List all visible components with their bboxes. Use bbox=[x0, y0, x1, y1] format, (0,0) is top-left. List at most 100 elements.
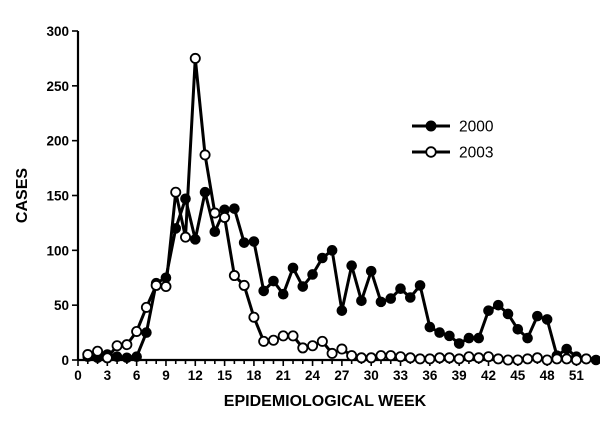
x-tick-label: 9 bbox=[162, 368, 170, 383]
data-point bbox=[189, 234, 201, 245]
data-point bbox=[141, 327, 152, 338]
data-point bbox=[131, 351, 142, 363]
legend-item-2000: 2000 bbox=[412, 119, 494, 136]
data-point bbox=[512, 323, 524, 335]
data-point bbox=[375, 350, 387, 362]
data-point bbox=[150, 279, 162, 291]
data-point bbox=[395, 283, 406, 295]
data-point bbox=[512, 354, 524, 366]
legend-marker bbox=[425, 120, 437, 132]
data-point bbox=[229, 203, 240, 214]
data-point bbox=[297, 281, 309, 292]
data-point bbox=[453, 353, 465, 365]
data-point bbox=[570, 354, 582, 366]
x-tick-label: 15 bbox=[217, 368, 233, 383]
data-point bbox=[463, 332, 475, 344]
x-tick-label: 33 bbox=[393, 368, 409, 383]
data-point bbox=[307, 269, 318, 280]
x-tick-label: 36 bbox=[422, 368, 438, 383]
data-point bbox=[492, 353, 504, 365]
data-point bbox=[258, 285, 269, 297]
data-point bbox=[346, 260, 357, 271]
data-point bbox=[365, 265, 377, 277]
data-point bbox=[326, 347, 338, 359]
data-point bbox=[414, 353, 426, 365]
data-point bbox=[277, 330, 289, 342]
data-point bbox=[531, 352, 543, 364]
x-tick-label: 42 bbox=[481, 368, 496, 383]
data-point bbox=[541, 354, 553, 366]
data-point bbox=[463, 351, 475, 363]
data-point bbox=[424, 353, 436, 365]
data-point bbox=[404, 352, 416, 364]
data-point bbox=[522, 332, 533, 344]
data-point bbox=[482, 351, 494, 363]
data-point bbox=[492, 299, 504, 311]
data-point bbox=[405, 292, 416, 303]
series-2000 bbox=[82, 186, 600, 366]
data-point bbox=[287, 330, 299, 342]
data-point bbox=[248, 311, 260, 323]
x-axis-title: EPIDEMIOLOGICAL WEEK bbox=[224, 393, 427, 410]
data-point bbox=[385, 293, 397, 304]
y-tick-label: 150 bbox=[46, 189, 69, 204]
legend-item-2003: 2003 bbox=[412, 145, 493, 162]
data-point bbox=[434, 352, 446, 364]
x-tick-label: 21 bbox=[276, 368, 292, 383]
data-point bbox=[268, 275, 279, 287]
x-tick-label: 3 bbox=[104, 368, 112, 383]
data-point bbox=[473, 352, 485, 364]
x-tick-label: 6 bbox=[133, 368, 141, 383]
data-point bbox=[473, 332, 485, 344]
x-tick-label: 45 bbox=[510, 368, 526, 383]
data-point bbox=[82, 349, 94, 361]
data-point bbox=[189, 52, 201, 64]
data-point bbox=[522, 353, 534, 365]
data-point bbox=[92, 345, 104, 357]
data-point bbox=[532, 310, 543, 322]
data-point bbox=[453, 338, 465, 349]
data-point bbox=[375, 296, 387, 308]
data-point bbox=[131, 325, 143, 337]
plot-area bbox=[82, 52, 600, 366]
data-point bbox=[199, 186, 211, 198]
data-point bbox=[355, 352, 367, 364]
data-point bbox=[561, 353, 573, 365]
y-tick-label: 0 bbox=[61, 353, 69, 368]
data-point bbox=[356, 295, 367, 307]
x-tick-label: 27 bbox=[334, 368, 349, 383]
data-point bbox=[561, 343, 572, 355]
y-tick-label: 250 bbox=[46, 79, 69, 94]
data-point bbox=[580, 353, 592, 365]
y-tick-label: 300 bbox=[46, 24, 69, 39]
data-point bbox=[287, 262, 299, 274]
data-point bbox=[111, 340, 123, 352]
legend-label: 2003 bbox=[459, 145, 493, 162]
x-tick-label: 39 bbox=[452, 368, 467, 383]
data-point bbox=[160, 281, 172, 293]
data-point bbox=[219, 211, 231, 223]
data-point bbox=[121, 339, 133, 351]
data-point bbox=[209, 226, 221, 237]
data-point bbox=[502, 354, 514, 366]
data-point bbox=[444, 330, 455, 342]
x-tick-label: 51 bbox=[569, 368, 585, 383]
data-point bbox=[199, 149, 211, 161]
data-point bbox=[238, 279, 250, 291]
data-point bbox=[140, 301, 152, 313]
data-point bbox=[434, 327, 445, 338]
data-point bbox=[316, 335, 328, 347]
data-point bbox=[551, 353, 563, 365]
x-tick-label: 12 bbox=[188, 368, 203, 383]
data-point bbox=[111, 351, 123, 363]
data-point bbox=[180, 231, 192, 243]
data-point bbox=[385, 350, 397, 362]
data-point bbox=[267, 334, 279, 346]
y-axis-title: CASES bbox=[14, 168, 31, 223]
data-point bbox=[101, 352, 113, 364]
legend-label: 2000 bbox=[459, 119, 494, 136]
data-point bbox=[277, 288, 289, 300]
data-point bbox=[248, 236, 260, 247]
x-tick-label: 48 bbox=[540, 368, 556, 383]
y-tick-label: 200 bbox=[46, 134, 69, 149]
